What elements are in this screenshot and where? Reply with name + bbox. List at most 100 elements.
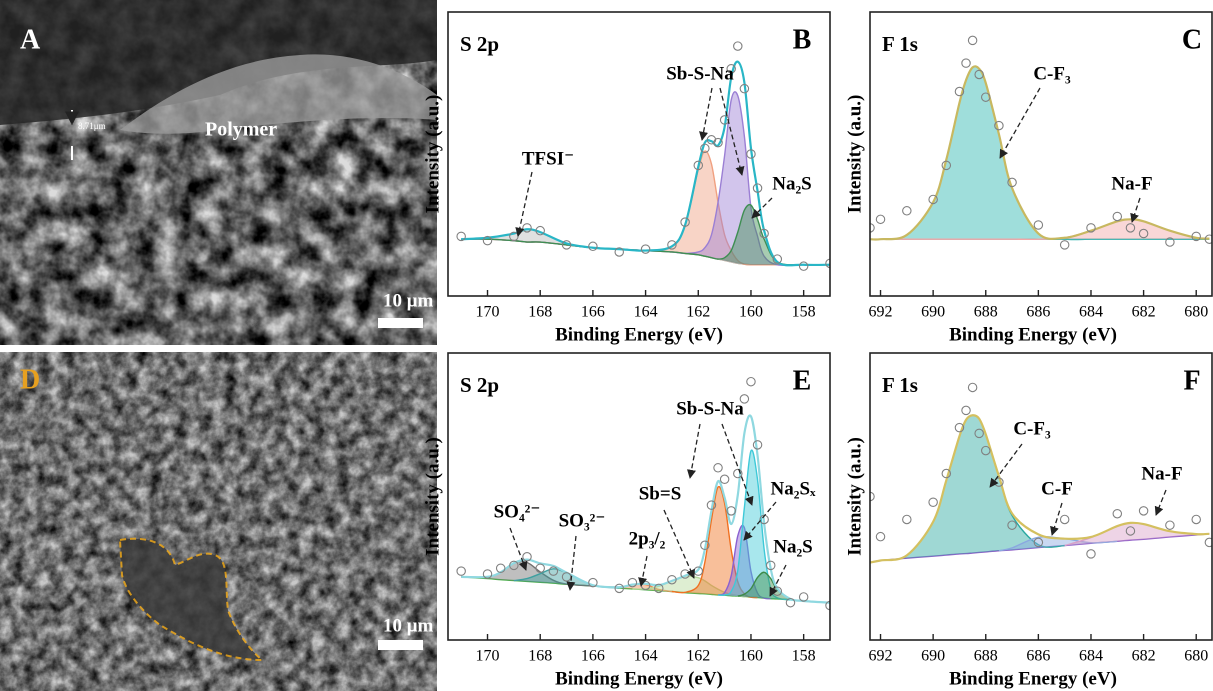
data-point <box>1086 223 1096 233</box>
polymer-outline <box>118 537 265 662</box>
y-axis-label: Intensity (a.u.) <box>422 437 443 556</box>
annotation: Sb-S-Na <box>676 398 744 419</box>
annotation-arrow <box>515 171 533 237</box>
data-point <box>700 143 710 154</box>
data-point <box>739 394 750 404</box>
y-axis-label: Intensity (a.u.) <box>844 95 865 214</box>
x-tick-label: 690 <box>921 304 945 321</box>
x-tick-label: 684 <box>1079 304 1103 321</box>
data-point <box>1138 228 1149 239</box>
chart-title: F 1s <box>882 32 918 56</box>
data-point <box>482 569 493 579</box>
data-point <box>759 228 769 239</box>
data-point <box>785 597 796 608</box>
data-point <box>739 83 750 94</box>
data-point <box>1059 514 1070 525</box>
data-point <box>706 500 717 510</box>
plot-area <box>870 382 1212 564</box>
data-point <box>1007 520 1017 530</box>
annotation-arrow <box>566 535 577 591</box>
data-point <box>733 468 743 479</box>
data-point <box>1033 537 1044 548</box>
data-point <box>733 41 743 51</box>
scale-bar-label: 10 μm <box>383 615 434 636</box>
data-point <box>954 86 965 97</box>
peak-fill <box>461 91 830 266</box>
y-axis-label: Intensity (a.u.) <box>422 95 443 214</box>
peak-fill <box>737 572 804 601</box>
annotation: 2p₃/₂ <box>629 528 666 549</box>
data-point <box>798 261 809 271</box>
data-point <box>713 137 723 148</box>
data-point <box>509 560 519 571</box>
data-point <box>1086 549 1096 559</box>
data-point <box>870 223 875 233</box>
sem-image-d: D 10 μm <box>0 352 437 691</box>
data-point <box>746 149 756 159</box>
annotation: Na₂S <box>772 173 811 194</box>
data-point <box>1191 514 1201 525</box>
data-point <box>752 183 763 193</box>
plot-border <box>869 352 1213 641</box>
data-point <box>1007 177 1017 188</box>
annotation-arrow <box>1130 197 1141 223</box>
data-point <box>941 160 952 171</box>
data-point <box>680 217 690 227</box>
plot-frame <box>448 12 830 296</box>
data-point <box>961 58 971 68</box>
x-tick-label: 168 <box>528 648 552 665</box>
chart-title: S 2p <box>460 32 499 56</box>
annotation-arrow <box>989 443 1023 488</box>
data-point <box>902 514 912 525</box>
data-point <box>654 583 664 594</box>
data-point <box>1165 237 1175 247</box>
scale-bar <box>378 318 423 328</box>
data-point <box>719 115 730 125</box>
data-point <box>726 64 736 74</box>
x-axis-label: Binding Energy (eV) <box>555 668 723 689</box>
peak-fill <box>870 66 1210 240</box>
x-tick-label: 684 <box>1079 648 1103 665</box>
annotation-arrow <box>699 87 713 141</box>
x-tick-label: 164 <box>634 648 658 665</box>
annotation: Na₂Sₓ <box>771 478 816 499</box>
x-axis-label: Binding Energy (eV) <box>949 324 1117 345</box>
data-point <box>1204 537 1212 548</box>
annotation: C-F₃ <box>1033 63 1071 84</box>
y-axis-label: Intensity (a.u.) <box>844 437 865 556</box>
sem-image-a: A Polymer 8.71μm 10 μm <box>0 0 437 345</box>
data-point <box>752 440 763 450</box>
curve-line <box>461 60 830 267</box>
data-point <box>1112 211 1123 222</box>
peak-fill <box>718 525 771 599</box>
annotation-arrow <box>663 509 695 579</box>
data-point <box>1033 220 1044 230</box>
annotation: TFSI⁻ <box>522 148 574 169</box>
data-point <box>746 376 756 387</box>
plot-border <box>447 352 831 641</box>
annotation: 8.71μm <box>78 121 106 131</box>
scale-bar-label: 10 μm <box>383 290 434 311</box>
x-tick-label: 170 <box>476 304 500 321</box>
data-point <box>495 563 506 573</box>
x-tick-label: 170 <box>476 648 500 665</box>
data-point <box>961 405 971 416</box>
data-point <box>765 560 776 571</box>
data-point <box>981 92 991 102</box>
data-point <box>875 214 886 225</box>
data-point <box>700 540 710 551</box>
panel-letter: C <box>1182 24 1202 55</box>
annotation-arrow <box>1154 489 1167 516</box>
data-point <box>1138 506 1149 516</box>
data-point <box>535 225 545 236</box>
chart-title: F 1s <box>882 373 918 397</box>
x-tick-label: 682 <box>1132 304 1156 321</box>
data-point <box>561 240 572 250</box>
annotation-arrow <box>999 87 1041 159</box>
annotation: SO₃²⁻ <box>559 510 606 531</box>
data-point <box>548 566 559 576</box>
x-tick-label: 680 <box>1184 304 1208 321</box>
curve-line <box>870 414 1210 564</box>
